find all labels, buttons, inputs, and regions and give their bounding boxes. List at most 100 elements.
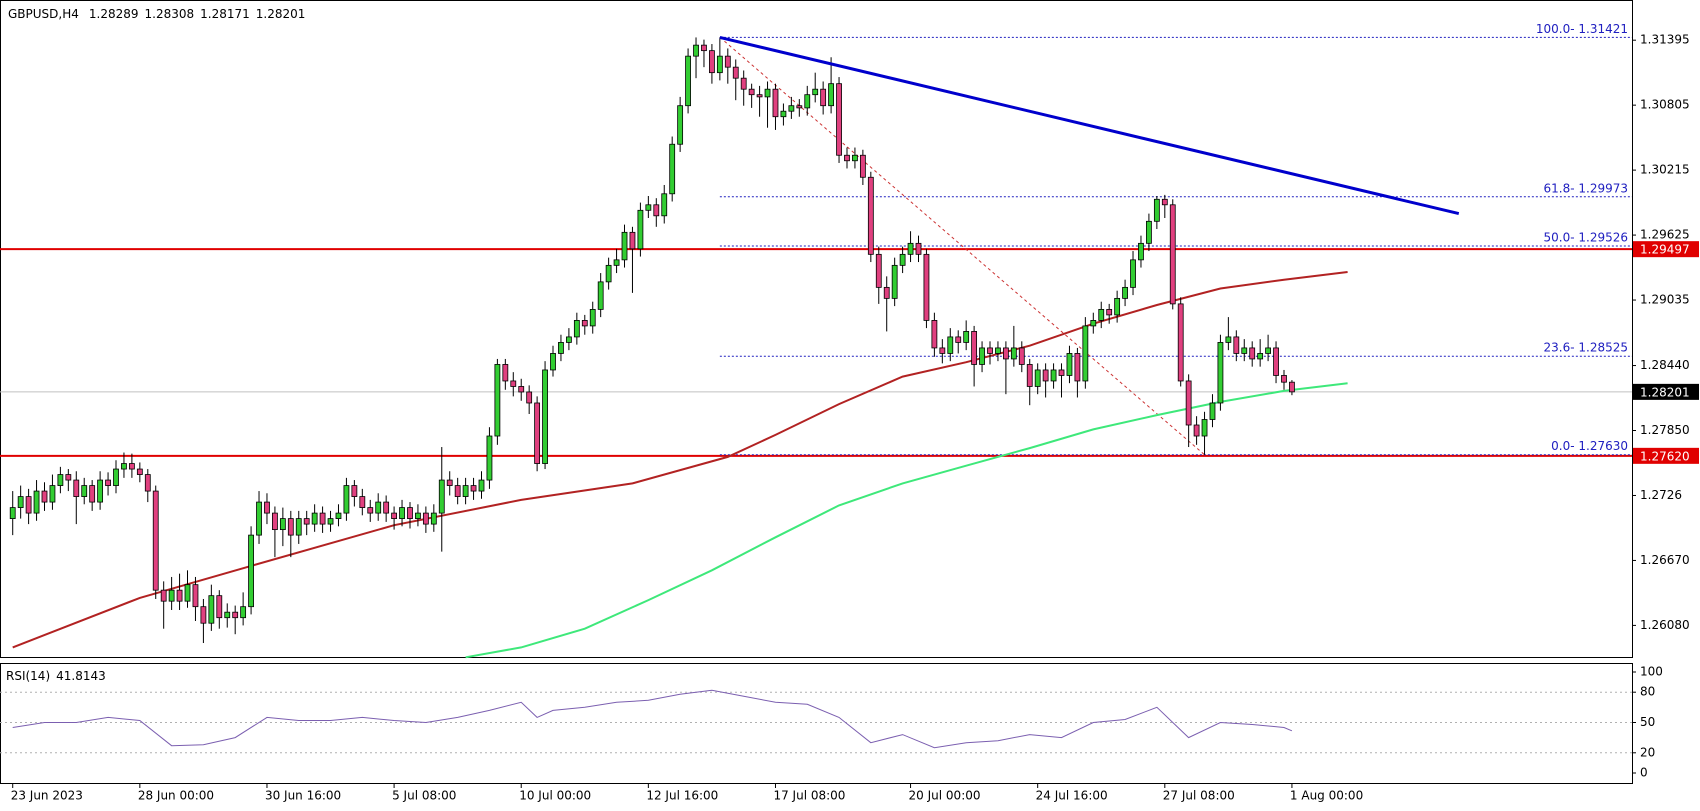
x-tick-label: 5 Jul 08:00 bbox=[392, 789, 456, 803]
candle-body bbox=[184, 584, 191, 602]
candle-body bbox=[89, 485, 96, 503]
candle-body bbox=[343, 485, 350, 514]
candle-body bbox=[1289, 381, 1295, 393]
candle-body bbox=[128, 463, 135, 470]
candle-body bbox=[311, 512, 318, 525]
candle-body bbox=[621, 231, 628, 261]
y-tick-label: 1.29625 bbox=[1640, 228, 1690, 242]
fib-diagonal bbox=[719, 36, 1205, 456]
candle-body bbox=[176, 589, 183, 602]
candle-body bbox=[1146, 220, 1152, 244]
candle-body bbox=[1249, 347, 1256, 360]
candle-body bbox=[1042, 369, 1049, 382]
candle-body bbox=[780, 110, 787, 118]
candle-body bbox=[1281, 375, 1287, 383]
candle-body bbox=[915, 242, 922, 255]
candle-body bbox=[995, 347, 1001, 354]
candle-body bbox=[923, 253, 930, 321]
price-box-label: 1.29497 bbox=[1640, 243, 1690, 257]
y-tick-label: 1.29035 bbox=[1640, 293, 1690, 307]
candle-body bbox=[653, 204, 660, 217]
candle-body bbox=[867, 176, 874, 255]
price-box bbox=[1633, 383, 1699, 400]
candle-body bbox=[1138, 242, 1144, 261]
rsi-panel-frame bbox=[0, 663, 1633, 784]
candle-body bbox=[192, 584, 199, 608]
candle-body bbox=[407, 507, 413, 519]
candle-body bbox=[73, 479, 80, 497]
candle-body bbox=[25, 496, 32, 514]
candle-body bbox=[764, 88, 771, 98]
fib-label: 100.0- 1.31421 bbox=[1536, 22, 1628, 36]
candle-body bbox=[502, 364, 509, 382]
candle-body bbox=[41, 490, 48, 503]
candle-body bbox=[272, 512, 278, 531]
candle-body bbox=[279, 518, 286, 531]
candle-body bbox=[637, 209, 644, 250]
candle-body bbox=[9, 507, 16, 519]
candle-body bbox=[415, 512, 421, 519]
candle-body bbox=[1074, 353, 1081, 382]
candle-body bbox=[57, 474, 64, 486]
chart-header: GBPUSD,H4 1.28289 1.28308 1.28171 1.28201 bbox=[8, 7, 305, 21]
rsi-value: 41.8143 bbox=[56, 669, 106, 683]
candle-body bbox=[327, 518, 334, 525]
candle-body bbox=[661, 193, 668, 217]
candle-body bbox=[422, 512, 429, 525]
candle-body bbox=[1169, 204, 1176, 305]
rsi-tick-label: 0 bbox=[1640, 766, 1648, 780]
trendline bbox=[719, 35, 1460, 216]
rsi-tick-label: 20 bbox=[1640, 745, 1655, 759]
candle-body bbox=[470, 485, 477, 492]
candle-body bbox=[200, 606, 207, 624]
fib-label: 0.0- 1.27630 bbox=[1551, 439, 1628, 453]
x-tick-label: 12 Jul 16:00 bbox=[646, 789, 718, 803]
candle-body bbox=[613, 259, 620, 266]
candle-body bbox=[518, 386, 525, 393]
candle-body bbox=[351, 485, 358, 497]
candle-body bbox=[399, 507, 405, 519]
x-tick-label: 10 Jul 00:00 bbox=[519, 789, 591, 803]
candle-body bbox=[677, 105, 684, 145]
candle-body bbox=[1217, 342, 1224, 404]
fib-label: 23.6- 1.28525 bbox=[1544, 341, 1629, 355]
candle-body bbox=[796, 105, 803, 109]
last-close: 1.28201 bbox=[256, 7, 306, 21]
candle-body bbox=[295, 518, 302, 536]
candle-body bbox=[81, 485, 88, 497]
candle-body bbox=[526, 391, 533, 404]
candle-body bbox=[558, 342, 564, 354]
candle-body bbox=[597, 281, 604, 310]
x-tick-label: 1 Aug 00:00 bbox=[1290, 789, 1363, 803]
y-tick-label: 1.2726 bbox=[1640, 488, 1682, 502]
candle-body bbox=[693, 44, 699, 57]
candle-body bbox=[1002, 347, 1009, 360]
candle-body bbox=[287, 518, 294, 536]
candle-body bbox=[907, 242, 914, 255]
candle-body bbox=[144, 474, 151, 492]
candle-body bbox=[1122, 286, 1128, 299]
moving-average bbox=[12, 271, 1348, 649]
candle-body bbox=[391, 512, 397, 519]
candle-body bbox=[971, 331, 978, 365]
y-tick-label: 1.27850 bbox=[1640, 423, 1690, 437]
candle-body bbox=[542, 369, 548, 464]
candle-body bbox=[1241, 347, 1248, 354]
candle-body bbox=[33, 490, 40, 514]
rsi-name: RSI(14) bbox=[6, 669, 50, 683]
candle-body bbox=[160, 589, 167, 602]
candle-body bbox=[724, 55, 731, 68]
candle-body bbox=[1018, 347, 1025, 365]
candle-body bbox=[303, 518, 310, 525]
candle-body bbox=[462, 485, 469, 497]
candle-body bbox=[430, 512, 437, 525]
candle-body bbox=[629, 231, 636, 250]
candle-body bbox=[828, 83, 834, 107]
candle-body bbox=[1090, 320, 1097, 327]
candle-body bbox=[17, 496, 24, 508]
y-tick-label: 1.31395 bbox=[1640, 33, 1690, 47]
candle-body bbox=[589, 308, 596, 327]
candle-body bbox=[1026, 364, 1033, 387]
